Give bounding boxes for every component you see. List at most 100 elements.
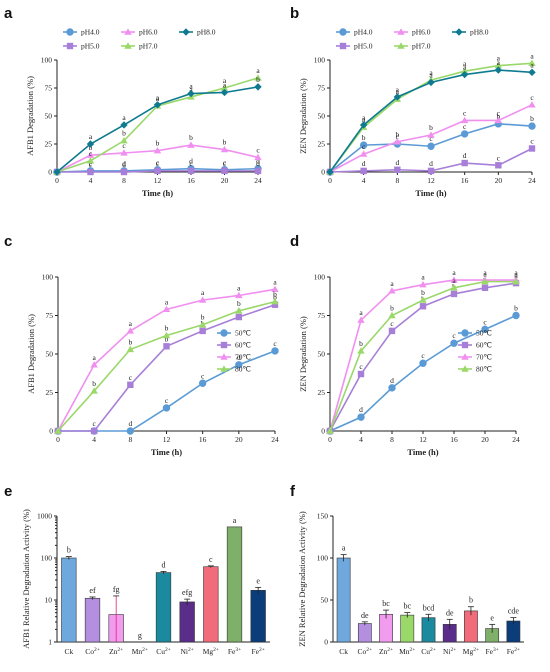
y-tick-label: 25 [318,388,326,397]
category-label: Mn2+ [132,647,148,656]
significance-letter: c [273,339,277,348]
y-tick-label: 100 [317,554,329,563]
significance-letter: d [128,419,132,428]
y-tick-label: 75 [318,311,326,320]
bar [357,623,372,643]
data-point [254,167,262,175]
significance-letter: d [237,353,241,362]
category-label-base: Co [85,647,94,656]
significance-letter: a [483,268,487,277]
significance-letter: a [362,115,366,124]
data-point [271,285,279,293]
significance-letter: b [530,114,534,123]
x-tick-label: 20 [221,176,229,185]
panel-letter: d [290,233,299,250]
category-label: Ni2+ [443,647,456,656]
significance-letter: a [452,268,456,277]
significance-letter: b [67,546,71,555]
y-tick-label: 25 [46,388,54,397]
significance-letter: b [496,112,500,121]
legend-label: 80℃ [476,365,493,374]
panel-letter: b [290,5,299,22]
category-label-sup: 3+ [493,647,499,653]
significance-letter: c [256,145,260,154]
data-point [481,277,489,285]
legend-label: 60℃ [476,341,493,350]
legend-marker [220,365,228,372]
category-label-sup: 3+ [235,647,241,653]
y-tick-label: 100 [314,273,326,282]
x-axis-title: Time (h) [407,447,438,457]
significance-letter: fg [113,585,120,594]
data-point [512,277,520,285]
data-point [419,303,427,310]
significance-letter: b [395,130,399,139]
significance-letter: d [362,159,366,168]
significance-letter: b [189,133,193,142]
significance-letter: g [138,631,142,640]
category-label-base: Ck [339,647,348,656]
data-point [326,168,334,176]
legend-marker [455,28,463,36]
significance-letter: c [497,108,501,117]
data-point [53,168,61,176]
legend-marker [461,329,469,337]
significance-letter: a [514,271,518,280]
significance-letter: c [209,555,213,564]
x-tick-label: 12 [419,435,427,444]
y-axis-title: AFB1 Degradation (%) [26,314,36,394]
significance-letter: a [463,59,467,68]
series-60C: ccbbcb [54,293,279,435]
bar [203,566,219,643]
significance-letter: a [359,308,363,317]
x-tick-label: 12 [163,435,171,444]
legend-marker [461,341,469,349]
category-label: Fe2+ [251,647,264,656]
significance-letter: c [223,158,227,167]
bar [464,610,478,643]
category-label-sup: 2+ [213,647,219,653]
significance-letter: b [89,143,93,152]
legend-label: pH8.0 [197,28,216,37]
data-point [357,316,365,323]
significance-letter: a [122,113,126,122]
data-point [187,141,195,148]
significance-letter: a [189,82,193,91]
significance-letter: a [233,516,237,525]
data-point [357,347,365,354]
data-point [481,325,489,334]
category-label: Mg2+ [463,647,479,656]
significance-letter: c [89,149,93,158]
significance-letter: b [256,75,260,84]
legend-marker [66,42,74,50]
significance-letter: de [361,611,369,620]
data-point [90,387,98,394]
legend-marker [220,341,228,349]
x-tick-label: 24 [254,176,262,185]
series-line [58,350,276,432]
data-point [388,327,396,335]
data-point [494,61,503,69]
x-tick-label: 16 [187,176,195,185]
x-tick-label: 12 [427,176,435,185]
data-point [460,116,469,124]
line-panel-d: d 0 4 8 12 16 20 24 0 25 50 75 100 Time (h) ZEN Degrad… [290,233,520,457]
significance-letter: c [359,362,363,371]
data-point [86,151,95,158]
data-point [187,89,195,98]
significance-letter: bcd [423,603,435,612]
category-label: Fe3+ [485,647,498,656]
data-point [460,130,469,138]
significance-letter: d [429,159,433,168]
data-point [153,147,162,154]
legend: 50℃ 60℃ 70℃ 80℃ [217,329,252,374]
significance-letter: c [390,319,394,328]
category-label-base: Fe [251,647,259,656]
data-point [154,167,161,175]
data-point [126,345,135,353]
legend-marker [397,28,405,35]
data-point [120,121,128,129]
significance-letter: a [530,60,534,69]
